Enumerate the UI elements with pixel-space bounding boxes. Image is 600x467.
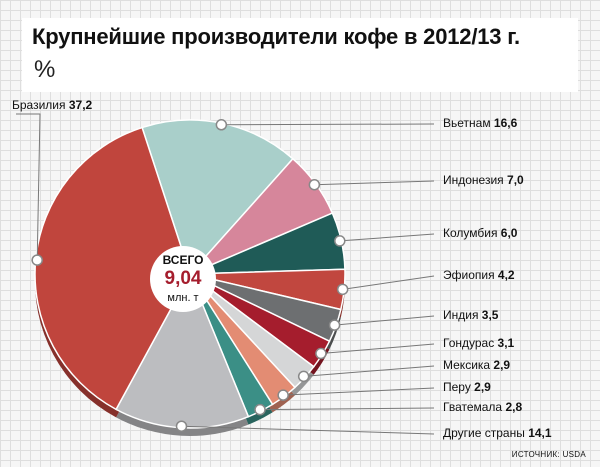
leader-dot bbox=[328, 319, 341, 331]
leader-dot bbox=[277, 389, 289, 401]
slice-label: Вьетнам 16,6 bbox=[443, 116, 518, 130]
leader-dot bbox=[175, 420, 188, 432]
slice-label: Индонезия 7,0 bbox=[443, 173, 524, 187]
leader-dot bbox=[336, 283, 349, 296]
total-center: ВСЕГО 9,04 млн. т bbox=[150, 246, 216, 312]
slice-label: Колумбия 6,0 bbox=[443, 226, 518, 240]
leader-line bbox=[314, 180, 435, 186]
slice-label: Бразилия 37,2 bbox=[12, 98, 93, 112]
leader-dot bbox=[297, 370, 310, 383]
leader-line bbox=[16, 113, 41, 261]
unit-label: % bbox=[34, 56, 56, 83]
leader-line bbox=[221, 123, 435, 126]
leader-dot bbox=[308, 178, 321, 191]
slice-label: Перу 2,9 bbox=[443, 380, 491, 394]
leader-dot bbox=[315, 347, 327, 360]
leader-line bbox=[283, 387, 435, 396]
slice-label: Индия 3,5 bbox=[443, 308, 499, 322]
slice-label: Эфиопия 4,2 bbox=[443, 268, 515, 282]
header-panel bbox=[22, 18, 578, 92]
leader-line bbox=[181, 425, 435, 435]
slice-label: Другие страны 14,1 bbox=[443, 426, 552, 440]
leader-line bbox=[342, 275, 435, 290]
slice-label: Гондурас 3,1 bbox=[443, 336, 515, 350]
source-note: ИСТОЧНИК: USDA bbox=[511, 450, 586, 459]
slice-label: Гватемала 2,8 bbox=[443, 400, 522, 414]
leader-line bbox=[320, 343, 435, 355]
leader-line bbox=[334, 315, 435, 326]
leader-line bbox=[303, 365, 435, 377]
chart-title: Крупнейшие производители кофе в 2012/13 … bbox=[32, 24, 520, 49]
leader-line bbox=[260, 407, 435, 411]
total-label-top: ВСЕГО bbox=[163, 253, 204, 267]
slice-label: Мексика 2,9 bbox=[443, 358, 510, 372]
total-value: 9,04 bbox=[165, 268, 202, 289]
leader-dot bbox=[215, 119, 228, 131]
leader-dot bbox=[254, 403, 266, 416]
leader-dot bbox=[31, 254, 43, 266]
leader-line bbox=[339, 233, 435, 242]
total-label-bottom: млн. т bbox=[167, 292, 198, 304]
leader-dot bbox=[334, 235, 346, 247]
